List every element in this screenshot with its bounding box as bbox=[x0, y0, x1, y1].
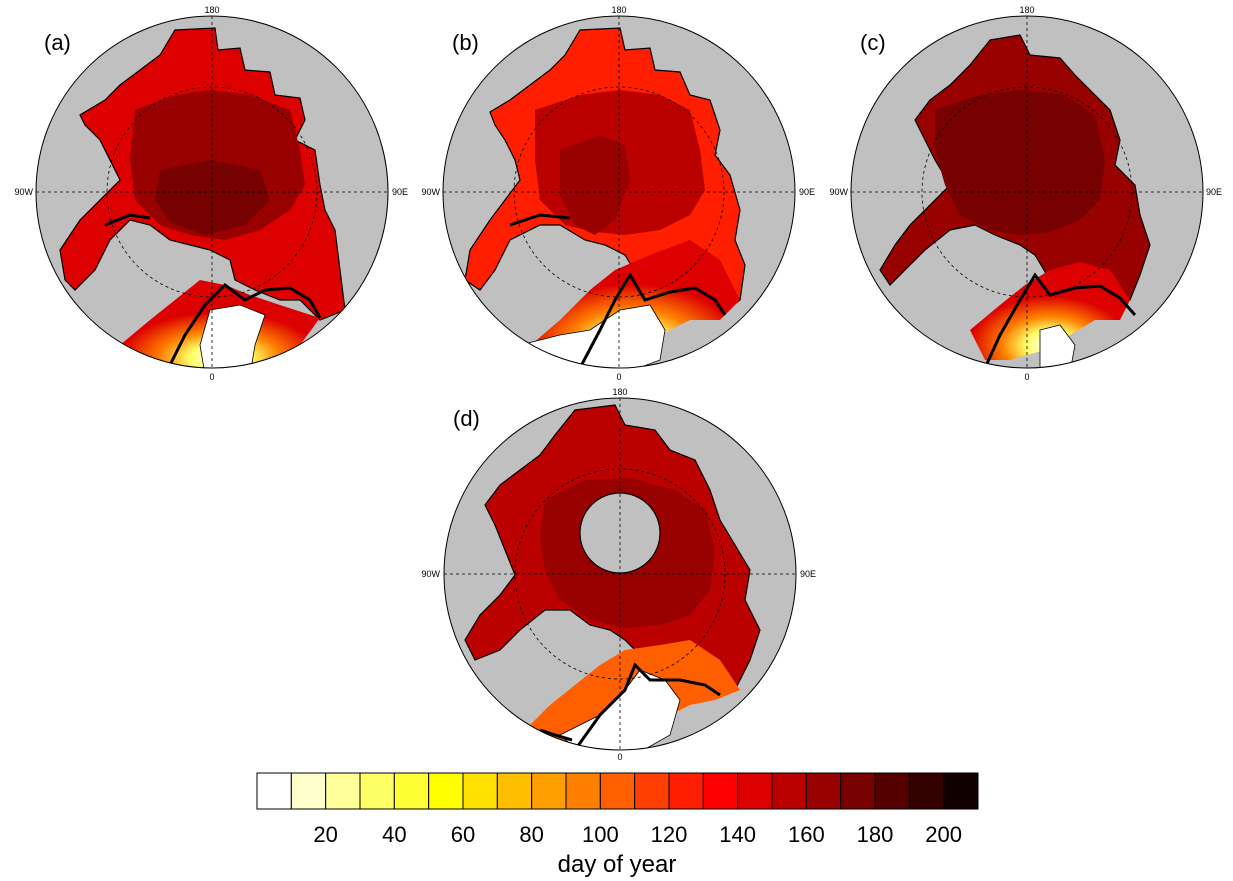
ice-edge-line-west bbox=[509, 213, 571, 227]
colorbar-box bbox=[737, 772, 773, 810]
lon-label-top: 180 bbox=[611, 5, 626, 15]
map-boundary bbox=[850, 15, 1204, 369]
colorbar-box bbox=[462, 772, 498, 810]
colorbar-tick-label: 40 bbox=[382, 822, 406, 847]
colorbar-tick-label: 80 bbox=[519, 822, 543, 847]
colorbar-boxes bbox=[256, 772, 979, 810]
graticule bbox=[36, 16, 388, 368]
colorbar-box bbox=[531, 772, 567, 810]
map-boundary bbox=[35, 15, 389, 369]
colorbar-box bbox=[325, 772, 361, 810]
lon-label-bottom: 0 bbox=[616, 372, 621, 382]
colorbar-box bbox=[496, 772, 533, 810]
colorbar-box bbox=[599, 772, 636, 810]
colorbar-box bbox=[393, 772, 430, 810]
lon-label-left: 90W bbox=[421, 187, 440, 197]
colorbar-box bbox=[256, 772, 292, 810]
colorbar-tick-label: 120 bbox=[651, 822, 688, 847]
graticule bbox=[851, 16, 1203, 368]
colorbar-tick-label: 20 bbox=[313, 822, 337, 847]
lon-label-bottom: 0 bbox=[617, 752, 622, 762]
lon-label-left: 90W bbox=[829, 187, 848, 197]
ice-region-core bbox=[935, 90, 1105, 235]
lon-label-top: 180 bbox=[1019, 5, 1034, 15]
colorbar: 20 40 60 80 100 120 140 160 180 200 day of year bbox=[256, 772, 979, 878]
colorbar-box bbox=[702, 772, 739, 810]
panel-c: (c) 180 0 90W 90E bbox=[829, 5, 1222, 382]
panel-a: (a) 180 0 90W 90E bbox=[14, 5, 408, 382]
colorbar-tick-label: 100 bbox=[582, 822, 619, 847]
panel-label: (d) bbox=[453, 406, 480, 431]
lon-label-left: 90W bbox=[14, 187, 33, 197]
map-boundary bbox=[443, 397, 797, 751]
ice-region-core bbox=[560, 135, 630, 235]
colorbar-box bbox=[428, 772, 464, 810]
colorbar-box bbox=[290, 772, 327, 810]
no-data-region bbox=[199, 304, 266, 368]
colorbar-tick-label: 60 bbox=[451, 822, 475, 847]
lon-label-top: 180 bbox=[612, 387, 627, 397]
colorbar-tick-label: 180 bbox=[857, 822, 894, 847]
colorbar-box bbox=[634, 772, 670, 810]
colorbar-box bbox=[805, 772, 842, 810]
panel-label: (b) bbox=[452, 30, 479, 55]
colorbar-tick-label: 160 bbox=[788, 822, 825, 847]
colorbar-box bbox=[668, 772, 704, 810]
colorbar-box bbox=[771, 772, 807, 810]
graticule bbox=[444, 398, 796, 750]
ice-edge-line-bering bbox=[539, 728, 573, 742]
lon-label-bottom: 0 bbox=[1024, 372, 1029, 382]
ice-region-core bbox=[155, 160, 270, 235]
ice-edge-line bbox=[573, 662, 721, 750]
ice-edge-line bbox=[578, 272, 727, 368]
lon-label-left: 90W bbox=[421, 569, 440, 579]
colorbar-box bbox=[565, 772, 601, 810]
colorbar-tick-label: 140 bbox=[719, 822, 756, 847]
colorbar-box bbox=[908, 772, 945, 810]
lon-label-top: 180 bbox=[204, 5, 219, 15]
colorbar-ticks: 20 40 60 80 100 120 140 160 180 200 bbox=[313, 822, 962, 847]
colorbar-title: day of year bbox=[558, 851, 677, 878]
lon-label-bottom: 0 bbox=[209, 372, 214, 382]
panel-label: (a) bbox=[44, 30, 71, 55]
colorbar-box bbox=[359, 772, 395, 810]
panel-d: (d) 180 0 90W 90E bbox=[421, 387, 816, 762]
panel-b: (b) 180 0 90W 90E bbox=[421, 5, 815, 382]
ice-edge-line-west bbox=[104, 213, 151, 227]
graticule bbox=[443, 16, 795, 368]
lon-label-right: 90E bbox=[800, 569, 816, 579]
ice-edge-line bbox=[168, 283, 322, 366]
ice-edge-line bbox=[983, 272, 1137, 368]
colorbar-box bbox=[874, 772, 910, 810]
lon-label-right: 90E bbox=[799, 187, 815, 197]
panel-label: (c) bbox=[860, 30, 886, 55]
map-boundary bbox=[442, 15, 796, 369]
colorbar-box bbox=[943, 772, 979, 810]
lon-label-right: 90E bbox=[1206, 187, 1222, 197]
colorbar-box bbox=[840, 772, 876, 810]
lon-label-right: 90E bbox=[392, 187, 408, 197]
colorbar-tick-label: 200 bbox=[925, 822, 962, 847]
